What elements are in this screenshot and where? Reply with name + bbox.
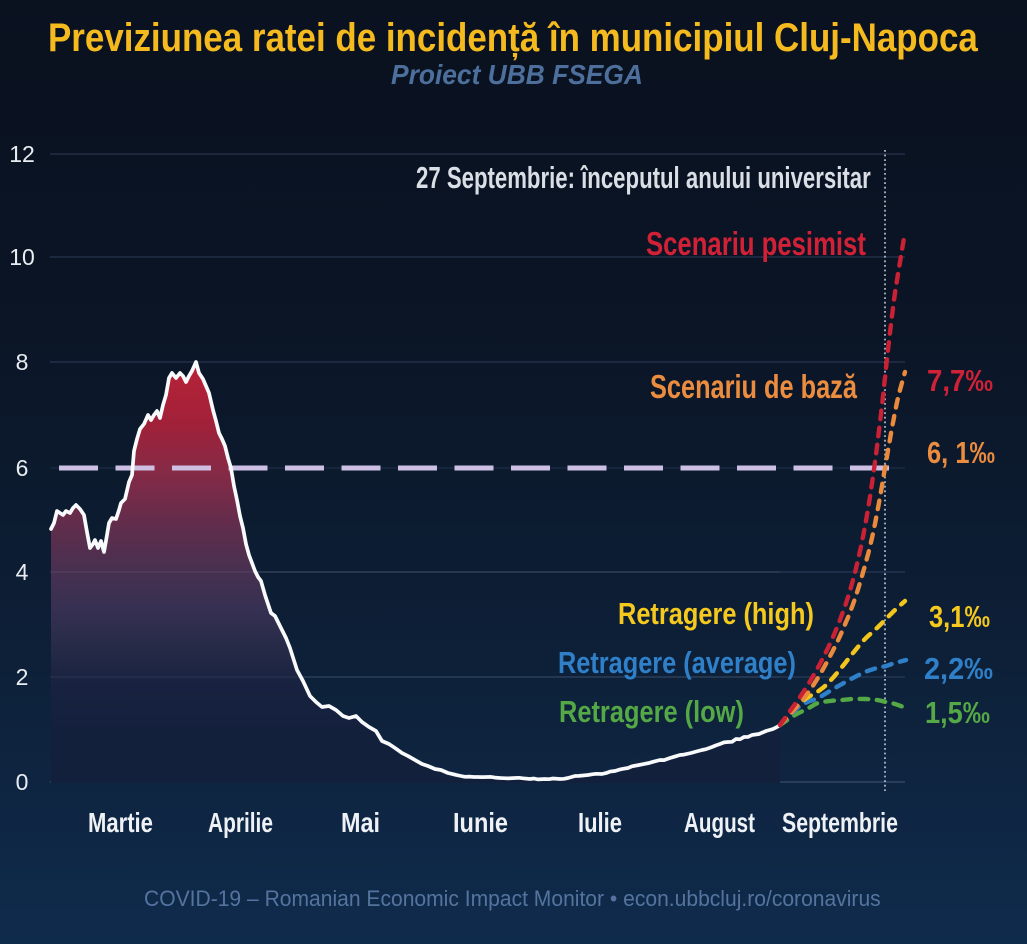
svg-text:Scenariu pesimist: Scenariu pesimist bbox=[646, 226, 866, 263]
svg-text:Proiect UBB FSEGA: Proiect UBB FSEGA bbox=[391, 58, 643, 90]
svg-text:Iulie: Iulie bbox=[578, 808, 622, 839]
svg-text:3,1‰: 3,1‰ bbox=[929, 600, 990, 635]
svg-text:Mai: Mai bbox=[341, 808, 380, 838]
svg-text:Retragere (low): Retragere (low) bbox=[559, 695, 744, 730]
svg-text:6: 6 bbox=[16, 455, 29, 481]
svg-text:Previziunea ratei de incidență: Previziunea ratei de incidență în munici… bbox=[48, 15, 979, 61]
svg-text:Retragere (average): Retragere (average) bbox=[558, 645, 796, 680]
svg-text:0: 0 bbox=[16, 769, 29, 795]
svg-text:4: 4 bbox=[16, 559, 29, 585]
svg-text:2,2‰: 2,2‰ bbox=[924, 652, 993, 686]
svg-text:Aprilie: Aprilie bbox=[208, 808, 273, 839]
svg-text:10: 10 bbox=[9, 244, 35, 270]
svg-text:Retragere (high): Retragere (high) bbox=[618, 597, 814, 632]
svg-text:27 Septembrie: începutul anulu: 27 Septembrie: începutul anului universi… bbox=[416, 160, 871, 194]
svg-text:August: August bbox=[684, 808, 755, 839]
svg-text:8: 8 bbox=[16, 349, 29, 375]
svg-text:12: 12 bbox=[9, 141, 35, 167]
svg-text:6, 1‰: 6, 1‰ bbox=[927, 436, 995, 471]
svg-text:Scenariu de bază: Scenariu de bază bbox=[650, 369, 857, 406]
svg-text:COVID-19 – Romanian Economic I: COVID-19 – Romanian Economic Impact Moni… bbox=[144, 887, 881, 912]
svg-text:1,5‰: 1,5‰ bbox=[925, 696, 990, 730]
svg-text:7,7‰: 7,7‰ bbox=[927, 364, 993, 399]
svg-text:Martie: Martie bbox=[88, 808, 153, 839]
svg-text:Septembrie: Septembrie bbox=[782, 807, 898, 839]
svg-text:Iunie: Iunie bbox=[453, 808, 508, 838]
svg-text:2: 2 bbox=[16, 664, 29, 690]
